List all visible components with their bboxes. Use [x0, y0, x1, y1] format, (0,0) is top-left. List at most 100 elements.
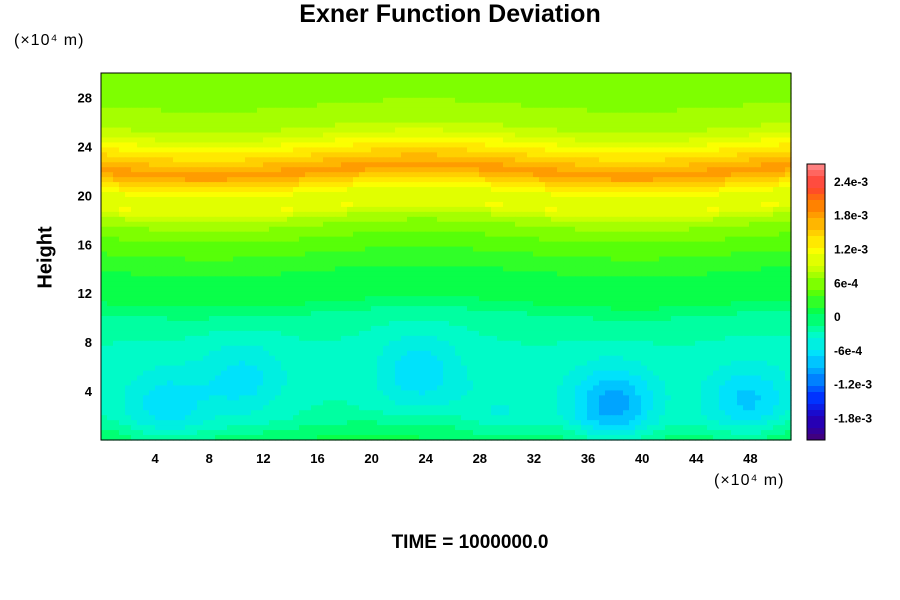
heatmap-cell: [761, 196, 768, 203]
heatmap-cell: [461, 236, 468, 243]
heatmap-cell: [377, 241, 384, 248]
heatmap-cell: [227, 201, 234, 208]
heatmap-cell: [221, 221, 228, 228]
heatmap-cell: [701, 117, 708, 124]
heatmap-cell: [647, 97, 654, 104]
heatmap-cell: [125, 196, 132, 203]
heatmap-cell: [467, 182, 474, 188]
heatmap-cell: [383, 261, 390, 268]
heatmap-cell: [665, 196, 672, 203]
heatmap-cell: [413, 117, 420, 124]
heatmap-cell: [629, 182, 636, 188]
heatmap-cell: [773, 137, 780, 144]
heatmap-cell: [617, 107, 624, 114]
heatmap-cell: [449, 246, 456, 253]
heatmap-cell: [161, 132, 168, 139]
heatmap-cell: [323, 147, 330, 153]
heatmap-cell: [605, 236, 612, 243]
heatmap-cell: [101, 211, 108, 218]
heatmap-cell: [335, 231, 342, 238]
heatmap-cell: [629, 82, 636, 89]
heatmap-cell: [149, 256, 156, 263]
heatmap-cell: [455, 201, 462, 208]
heatmap-cell: [551, 211, 558, 218]
heatmap-cell: [647, 271, 654, 277]
heatmap-cell: [143, 236, 150, 243]
heatmap-cell: [713, 127, 720, 134]
heatmap-cell: [383, 172, 390, 178]
heatmap-cell: [605, 77, 612, 84]
heatmap-cell: [767, 206, 774, 213]
heatmap-cell: [617, 132, 624, 139]
heatmap-cell: [497, 102, 504, 109]
heatmap-cell: [497, 201, 504, 208]
heatmap-cell: [473, 192, 480, 198]
heatmap-cell: [659, 261, 666, 268]
heatmap-cell: [551, 142, 558, 148]
heatmap-cell: [707, 276, 714, 282]
heatmap-cell: [161, 157, 168, 163]
heatmap-cell: [323, 271, 330, 277]
heatmap-cell: [431, 102, 438, 109]
heatmap-cell: [503, 87, 510, 94]
heatmap-cell: [275, 172, 282, 178]
heatmap-cell: [767, 112, 774, 119]
heatmap-cell: [527, 157, 534, 163]
heatmap-cell: [317, 92, 324, 99]
heatmap-cell: [617, 82, 624, 89]
heatmap-cell: [491, 97, 498, 104]
heatmap-cell: [305, 73, 312, 79]
heatmap-cell: [659, 157, 666, 163]
heatmap-cell: [341, 77, 348, 84]
heatmap-cell: [563, 266, 570, 272]
heatmap-cell: [155, 231, 162, 238]
heatmap-cell: [497, 127, 504, 134]
heatmap-cell: [329, 73, 336, 79]
heatmap-cell: [197, 271, 204, 277]
heatmap-cell: [167, 251, 174, 258]
heatmap-cell: [287, 266, 294, 272]
heatmap-cell: [779, 102, 786, 109]
heatmap-cell: [473, 142, 480, 148]
heatmap-cell: [773, 206, 780, 213]
heatmap-cell: [233, 127, 240, 134]
heatmap-cell: [725, 221, 732, 228]
heatmap-cell: [521, 271, 528, 277]
heatmap-cell: [167, 246, 174, 253]
heatmap-cell: [479, 102, 486, 109]
heatmap-cell: [125, 281, 132, 287]
heatmap-cell: [269, 147, 276, 153]
heatmap-cell: [737, 241, 744, 248]
heatmap-cell: [569, 271, 576, 277]
heatmap-cell: [659, 266, 666, 272]
heatmap-cell: [677, 271, 684, 277]
heatmap-cell: [755, 201, 762, 208]
heatmap-cell: [479, 196, 486, 203]
heatmap-cell: [665, 122, 672, 129]
heatmap-cell: [161, 162, 168, 168]
heatmap-cell: [479, 122, 486, 129]
heatmap-cell: [173, 261, 180, 268]
heatmap-cell: [377, 152, 384, 158]
heatmap-cell: [437, 152, 444, 158]
heatmap-cell: [623, 182, 630, 188]
heatmap-cell: [167, 107, 174, 114]
heatmap-cell: [179, 216, 186, 223]
heatmap-cell: [389, 152, 396, 158]
heatmap-cell: [125, 271, 132, 277]
heatmap-cell: [317, 286, 324, 292]
heatmap-cell: [563, 97, 570, 104]
heatmap-cell: [353, 196, 360, 203]
heatmap-cell: [419, 236, 426, 243]
heatmap-cell: [785, 77, 792, 84]
heatmap-cell: [389, 92, 396, 99]
heatmap-cell: [233, 236, 240, 243]
heatmap-cell: [329, 241, 336, 248]
heatmap-cell: [209, 226, 216, 233]
heatmap-cell: [239, 117, 246, 124]
heatmap-cell: [761, 97, 768, 104]
heatmap-cell: [761, 192, 768, 198]
heatmap-cell: [635, 182, 642, 188]
heatmap-cell: [731, 281, 738, 287]
heatmap-cell: [227, 286, 234, 292]
